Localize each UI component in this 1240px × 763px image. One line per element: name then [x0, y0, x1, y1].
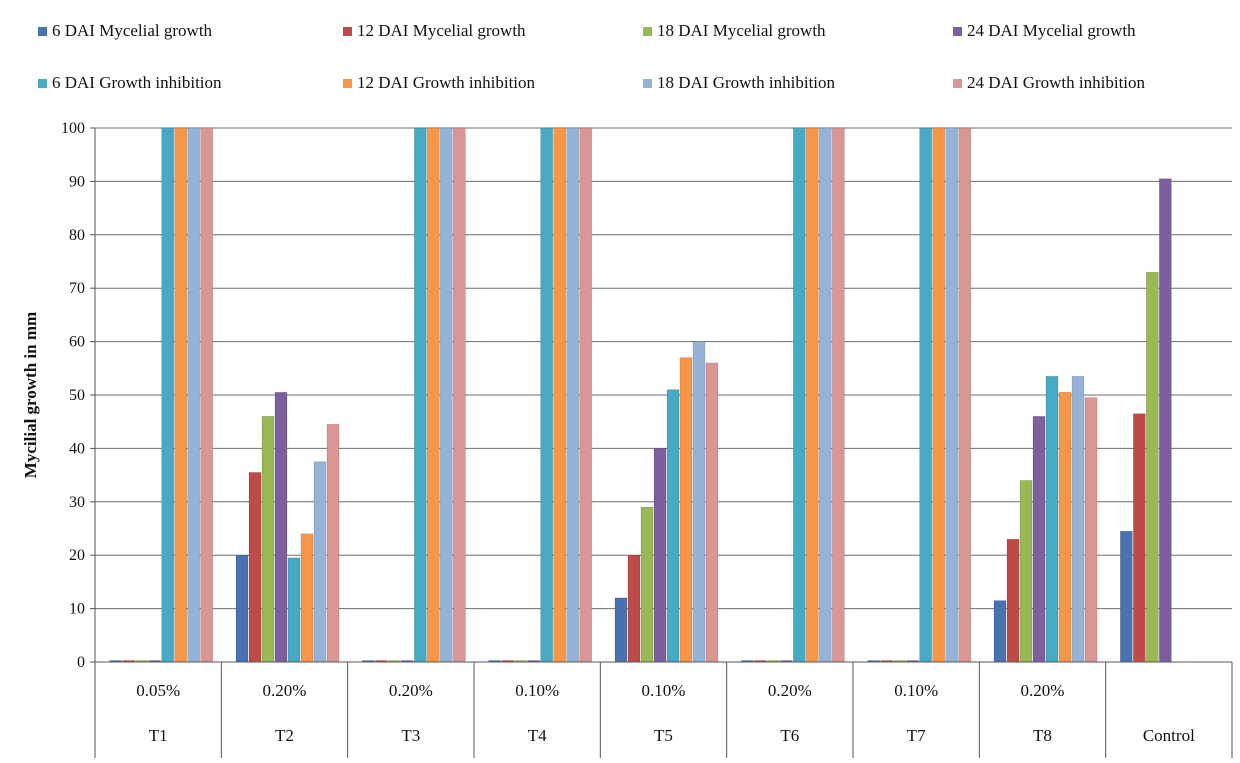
bar [200, 127, 213, 663]
bar [1058, 392, 1072, 663]
bar [235, 554, 249, 663]
y-tick-label: 60 [69, 334, 85, 351]
bar [819, 127, 832, 663]
legend: 6 DAI Mycelial growth 12 DAI Mycelial gro… [38, 21, 1146, 92]
y-tick-label: 80 [69, 227, 85, 244]
bar [1032, 416, 1046, 663]
x-tick-label: Control [1143, 726, 1195, 745]
bar [793, 127, 806, 663]
legend-swatch [643, 27, 652, 36]
concentration-label: 0.20% [389, 681, 433, 700]
bar [440, 127, 453, 663]
y-tick-label: 100 [61, 120, 85, 137]
bar [161, 127, 174, 663]
bar [287, 557, 301, 663]
bar [1019, 480, 1033, 663]
concentration-label: 0.10% [515, 681, 559, 700]
y-axis: 0 10 20 30 40 50 60 70 80 90 100 [61, 120, 96, 671]
x-tick-label: T8 [1033, 726, 1052, 745]
bar [300, 533, 314, 663]
bar [579, 127, 592, 663]
bar [1159, 178, 1172, 663]
legend-label: 6 DAI Mycelial growth [52, 21, 213, 40]
x-tick-label: T6 [780, 726, 799, 745]
y-tick-label: 50 [69, 387, 85, 404]
bar [248, 472, 262, 663]
legend-swatch [343, 27, 352, 36]
bar [640, 506, 654, 663]
concentration-label: 0.10% [894, 681, 938, 700]
bar [614, 597, 628, 663]
bar [679, 357, 693, 663]
y-tick-label: 10 [69, 601, 85, 618]
y-axis-label: Mycilial growth in mm [21, 312, 40, 478]
legend-swatch [38, 79, 47, 88]
bar [919, 127, 932, 663]
bar [945, 127, 958, 663]
bar [427, 127, 440, 663]
concentration-label: 0.20% [263, 681, 307, 700]
x-tick-label: T5 [654, 726, 673, 745]
x-tick-label: T1 [149, 726, 168, 745]
bar [806, 127, 819, 663]
y-tick-label: 70 [69, 280, 85, 297]
legend-label: 12 DAI Growth inhibition [357, 73, 536, 92]
x-tick-label: T2 [275, 726, 294, 745]
concentration-label: 0.20% [1021, 681, 1065, 700]
bar [1006, 538, 1020, 663]
bars [109, 127, 1172, 663]
bar [832, 127, 845, 663]
legend-swatch [38, 27, 47, 36]
x-axis-table: 0.05% T1 0.20% T2 0.20% T3 0.10% T4 0.10% T5 0.20%… [94, 661, 1233, 758]
y-tick-label: 40 [69, 440, 85, 457]
legend-label: 12 DAI Mycelial growth [357, 21, 526, 40]
bar [705, 362, 719, 663]
legend-label: 24 DAI Growth inhibition [967, 73, 1146, 92]
y-tick-label: 0 [77, 654, 85, 671]
bar [261, 416, 275, 663]
legend-swatch [343, 79, 352, 88]
legend-swatch [953, 79, 962, 88]
bar [553, 127, 566, 663]
concentration-label: 0.10% [642, 681, 686, 700]
bar [326, 424, 340, 663]
y-tick-label: 20 [69, 547, 85, 564]
legend-label: 18 DAI Growth inhibition [657, 73, 836, 92]
bar [1133, 413, 1146, 663]
bar [1120, 530, 1133, 663]
y-tick-label: 30 [69, 494, 85, 511]
bar [1071, 376, 1085, 663]
bar [313, 461, 327, 663]
bar [666, 389, 680, 663]
bar [993, 600, 1007, 663]
bar [187, 127, 200, 663]
bar [274, 392, 288, 663]
concentration-label: 0.05% [136, 681, 180, 700]
bar [627, 554, 641, 663]
legend-label: 18 DAI Mycelial growth [657, 21, 826, 40]
legend-label: 24 DAI Mycelial growth [967, 21, 1136, 40]
bar [692, 341, 706, 663]
bar [1084, 397, 1098, 663]
bar [453, 127, 466, 663]
bar [1045, 376, 1059, 663]
bar [174, 127, 187, 663]
bar [932, 127, 945, 663]
legend-swatch [643, 79, 652, 88]
bar [414, 127, 427, 663]
bar [958, 127, 971, 663]
bar [1146, 271, 1159, 663]
bar [653, 448, 667, 663]
x-tick-label: T3 [401, 726, 420, 745]
y-tick-label: 90 [69, 173, 85, 190]
x-tick-label: T7 [907, 726, 926, 745]
x-tick-label: T4 [528, 726, 547, 745]
legend-label: 6 DAI Growth inhibition [52, 73, 222, 92]
concentration-label: 0.20% [768, 681, 812, 700]
bar [540, 127, 553, 663]
bar [566, 127, 579, 663]
legend-swatch [953, 27, 962, 36]
